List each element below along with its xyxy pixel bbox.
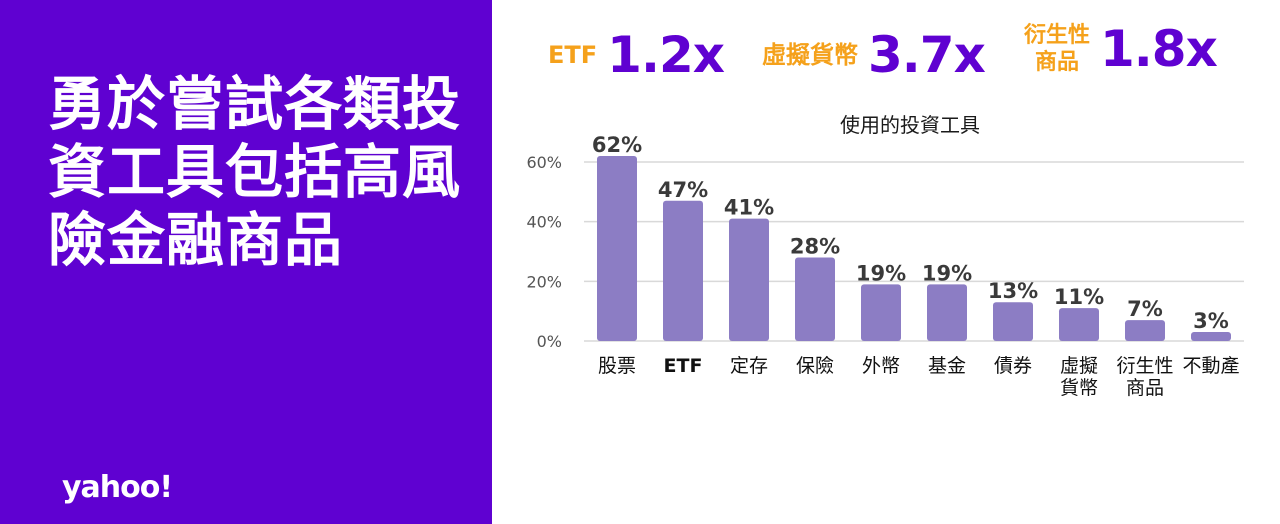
bar (861, 284, 901, 341)
stat-crypto-label: 虛擬貨幣 (762, 41, 858, 69)
bar (729, 218, 769, 341)
bar (795, 257, 835, 341)
x-tick-label: 股票 (598, 355, 636, 377)
data-label: 19% (922, 261, 972, 285)
chart-bars (597, 156, 1231, 341)
x-tick-label: ETF (664, 355, 703, 377)
bar (993, 302, 1033, 341)
stat-crypto: 虛擬貨幣 3.7x (762, 26, 986, 84)
bar (1125, 320, 1165, 341)
x-tick-label: 貨幣 (1060, 377, 1098, 399)
x-tick-label: 基金 (928, 355, 966, 377)
bar (663, 200, 703, 341)
stat-etf-value: 1.2x (607, 26, 725, 84)
x-tick-label: 定存 (730, 355, 768, 377)
stat-derivatives-label: 衍生性 商品 (1024, 22, 1090, 76)
data-label: 3% (1193, 309, 1229, 333)
bar-chart: 使用的投資工具 0% 20% 40% 60% 62% 47% 41% 28% 19% 19% 13… (526, 113, 1244, 399)
x-tick-label: 虛擬 (1060, 355, 1098, 377)
x-tick-label: 保險 (796, 355, 834, 377)
bar (1191, 332, 1231, 341)
x-tick-label: 債券 (994, 355, 1032, 377)
y-tick-label: 20% (526, 272, 562, 291)
stat-etf: ETF 1.2x (548, 26, 725, 84)
y-tick-label: 0% (537, 332, 562, 351)
chart-title: 使用的投資工具 (840, 113, 980, 137)
data-label: 28% (790, 234, 840, 258)
y-tick-label: 40% (526, 213, 562, 232)
bar (597, 156, 637, 341)
x-tick-label: 衍生性 (1116, 355, 1173, 377)
x-tick-label: 外幣 (862, 355, 900, 377)
left-panel: 勇於嘗試各類投資工具包括高風險金融商品 yahoo! (0, 0, 492, 524)
x-tick-label: 不動產 (1182, 355, 1239, 377)
stat-derivatives-label-line1: 衍生性 (1024, 23, 1091, 48)
x-tick-label: 商品 (1126, 377, 1164, 399)
data-label: 62% (592, 133, 642, 157)
data-labels: 62% 47% 41% 28% 19% 19% 13% 11% 7% 3% (592, 133, 1229, 333)
data-label: 7% (1127, 297, 1163, 321)
data-label: 41% (724, 196, 774, 220)
data-label: 13% (988, 279, 1038, 303)
stat-derivatives: 衍生性 商品 1.8x (1024, 20, 1218, 78)
stat-derivatives-label-line2: 商品 (1035, 50, 1080, 75)
yahoo-logo: yahoo! (62, 470, 173, 505)
data-label: 11% (1054, 285, 1104, 309)
y-tick-label: 60% (526, 153, 562, 172)
bar (1059, 308, 1099, 341)
stat-derivatives-value: 1.8x (1100, 20, 1218, 78)
headline: 勇於嘗試各類投資工具包括高風險金融商品 (48, 70, 462, 274)
data-label: 47% (658, 178, 708, 202)
y-axis-ticks: 0% 20% 40% 60% (526, 153, 562, 351)
data-label: 19% (856, 261, 906, 285)
stat-etf-label: ETF (548, 41, 598, 69)
stat-crypto-value: 3.7x (868, 26, 986, 84)
bar (927, 284, 967, 341)
